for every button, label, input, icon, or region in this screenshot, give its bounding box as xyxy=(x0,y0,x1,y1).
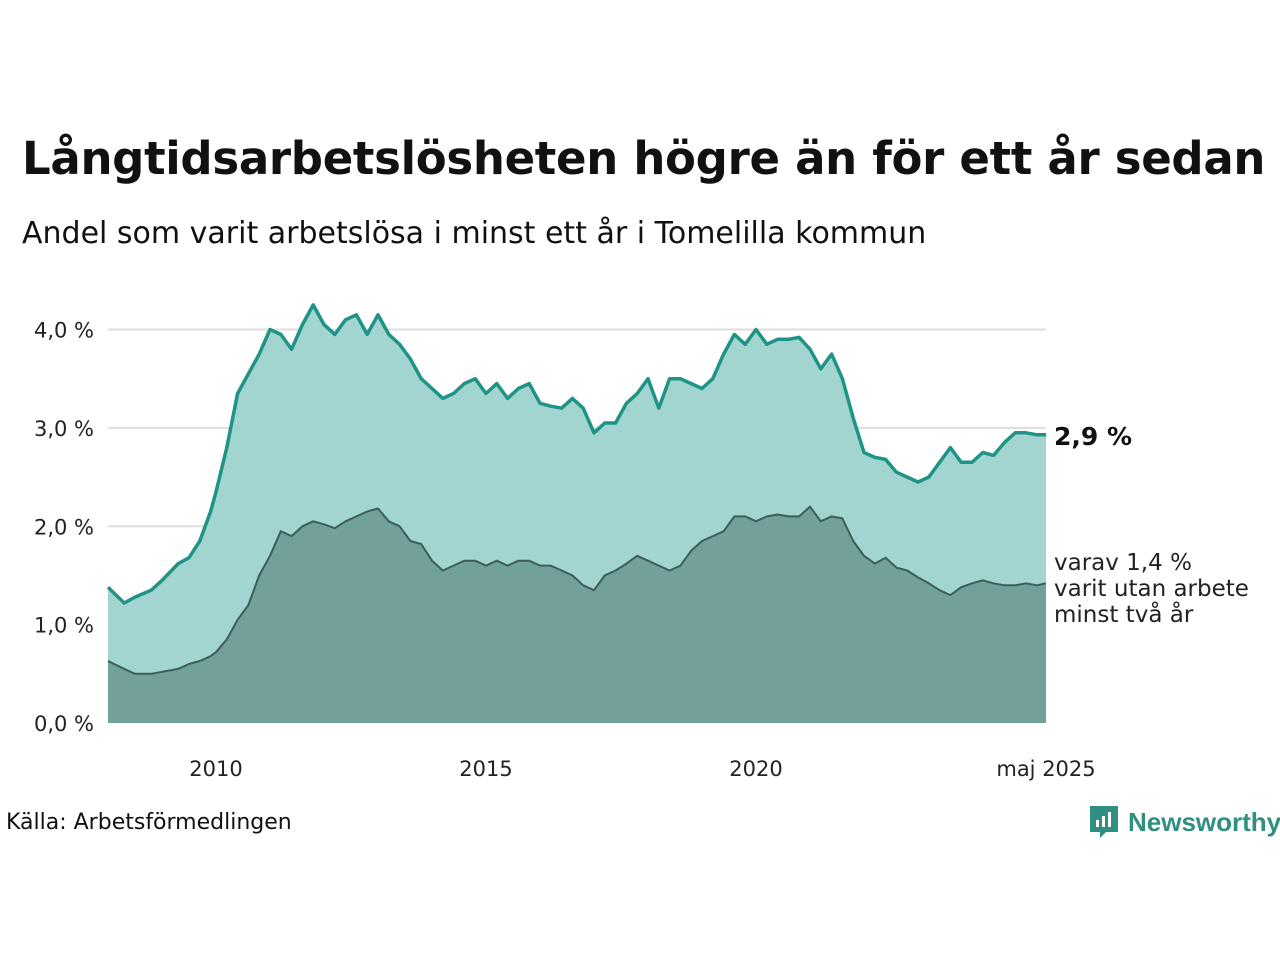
chart-title: Långtidsarbetslösheten högre än för ett … xyxy=(22,132,1266,185)
series2-end-label-line-1: varit utan arbete xyxy=(1054,576,1249,602)
y-tick-label-3: 3,0 % xyxy=(34,417,94,441)
y-tick-label-2: 2,0 % xyxy=(34,515,94,539)
series2-end-label-line-0: varav 1,4 % xyxy=(1054,550,1192,576)
x-tick-label-3: maj 2025 xyxy=(996,757,1095,781)
brand-name: Newsworthy xyxy=(1128,806,1280,837)
series-areas xyxy=(106,303,1047,723)
chart-subtitle: Andel som varit arbetslösa i minst ett å… xyxy=(22,216,927,251)
series1-end-label: 2,9 % xyxy=(1054,422,1132,451)
series2-line xyxy=(107,505,1047,675)
source-note: Källa: Arbetsförmedlingen xyxy=(6,810,292,835)
y-tick-label-4: 4,0 % xyxy=(34,319,94,343)
y-axis: 0,0 % 1,0 % 2,0 % 3,0 % 4,0 % xyxy=(34,319,94,736)
x-axis: 2010 2015 2020 maj 2025 xyxy=(189,757,1095,781)
x-tick-label-1: 2015 xyxy=(459,757,512,781)
newsworthy-logo-icon xyxy=(1090,806,1118,838)
series2-area xyxy=(108,506,1046,723)
series2-end-label-line-2: minst två år xyxy=(1054,600,1194,628)
x-tick-label-2: 2020 xyxy=(729,757,782,781)
y-tick-label-1: 1,0 % xyxy=(34,614,94,638)
area-chart: 0,0 % 1,0 % 2,0 % 3,0 % 4,0 % 2010 2015 2020 ma… xyxy=(34,303,1249,781)
brand-logo: Newsworthy xyxy=(1088,804,1280,840)
series1-line xyxy=(106,303,1046,605)
x-tick-label-0: 2010 xyxy=(189,757,242,781)
y-tick-label-0: 0,0 % xyxy=(34,712,94,736)
